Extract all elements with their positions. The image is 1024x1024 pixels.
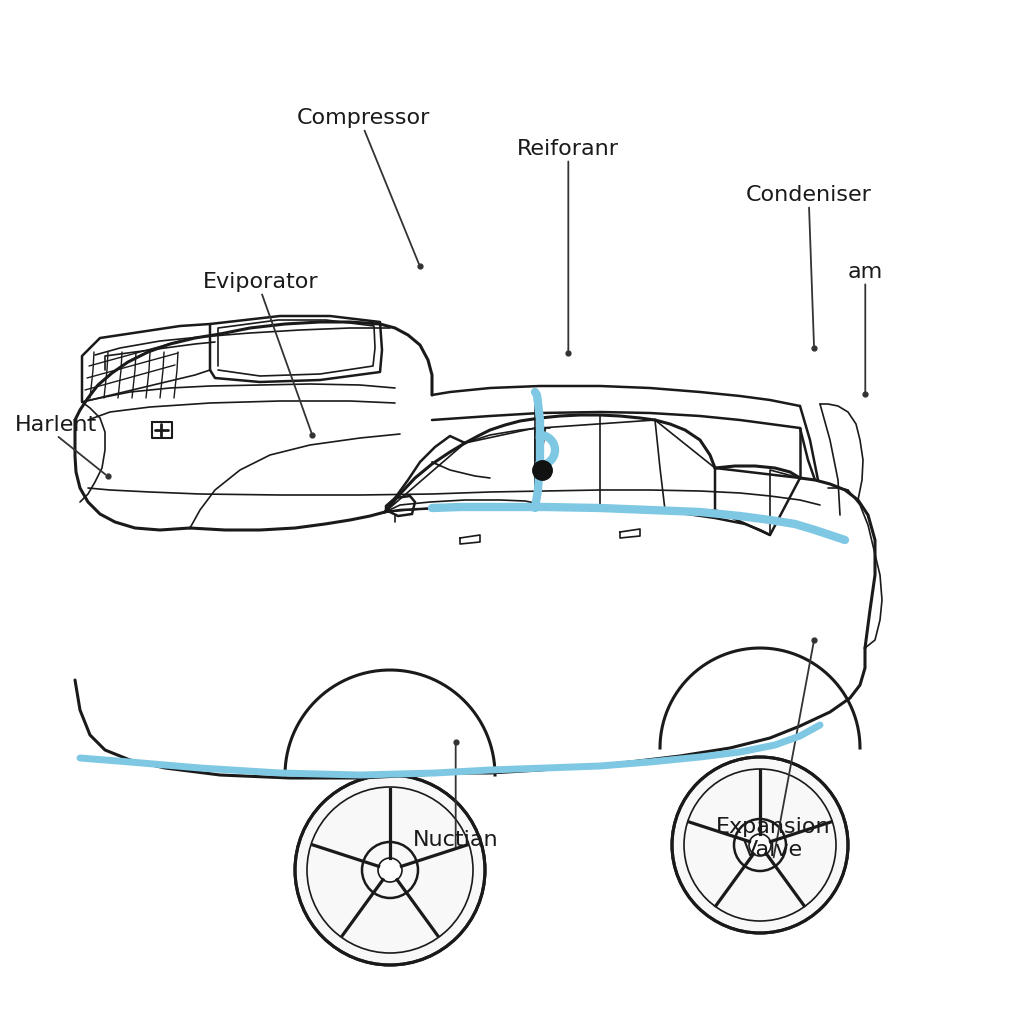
Circle shape	[749, 834, 771, 856]
Text: Condeniser: Condeniser	[746, 184, 871, 205]
Circle shape	[378, 858, 402, 882]
Text: Expansion
Valve: Expansion Valve	[716, 817, 830, 860]
Circle shape	[295, 775, 485, 965]
Text: Harlent: Harlent	[15, 415, 97, 435]
Text: Nuctian: Nuctian	[413, 829, 499, 850]
Text: am: am	[848, 261, 883, 282]
Circle shape	[672, 757, 848, 933]
Text: Reiforanr: Reiforanr	[517, 138, 620, 159]
Text: Eviporator: Eviporator	[204, 271, 318, 292]
Text: Compressor: Compressor	[297, 108, 430, 128]
